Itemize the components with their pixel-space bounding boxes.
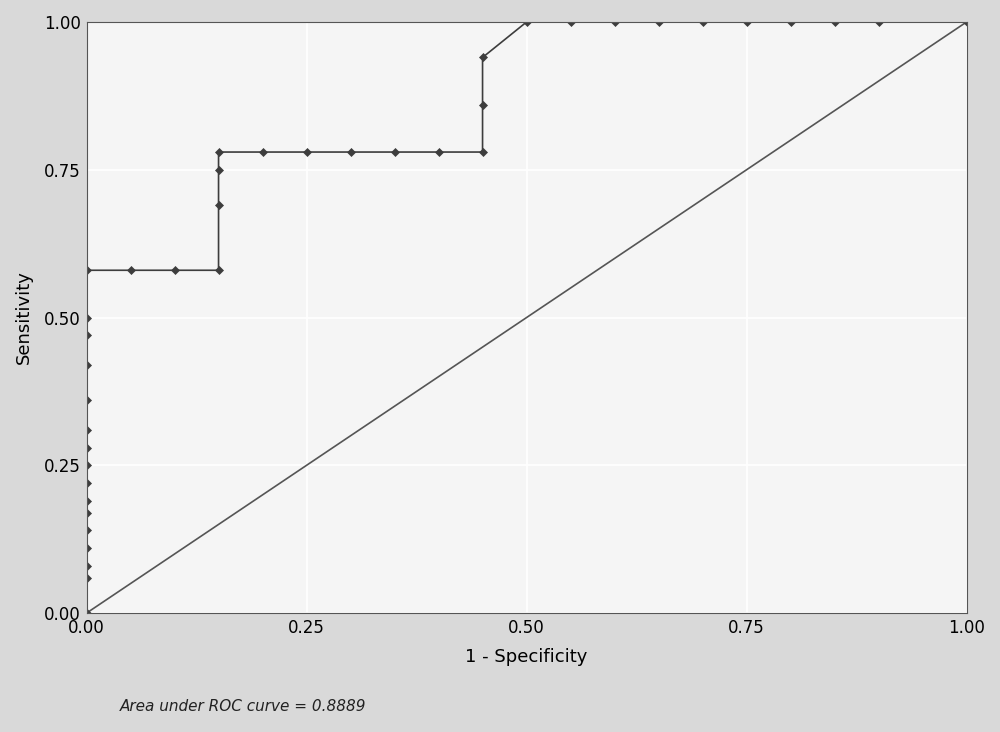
X-axis label: 1 - Specificity: 1 - Specificity [465, 648, 588, 666]
Text: Area under ROC curve = 0.8889: Area under ROC curve = 0.8889 [120, 699, 366, 714]
Y-axis label: Sensitivity: Sensitivity [15, 271, 33, 365]
